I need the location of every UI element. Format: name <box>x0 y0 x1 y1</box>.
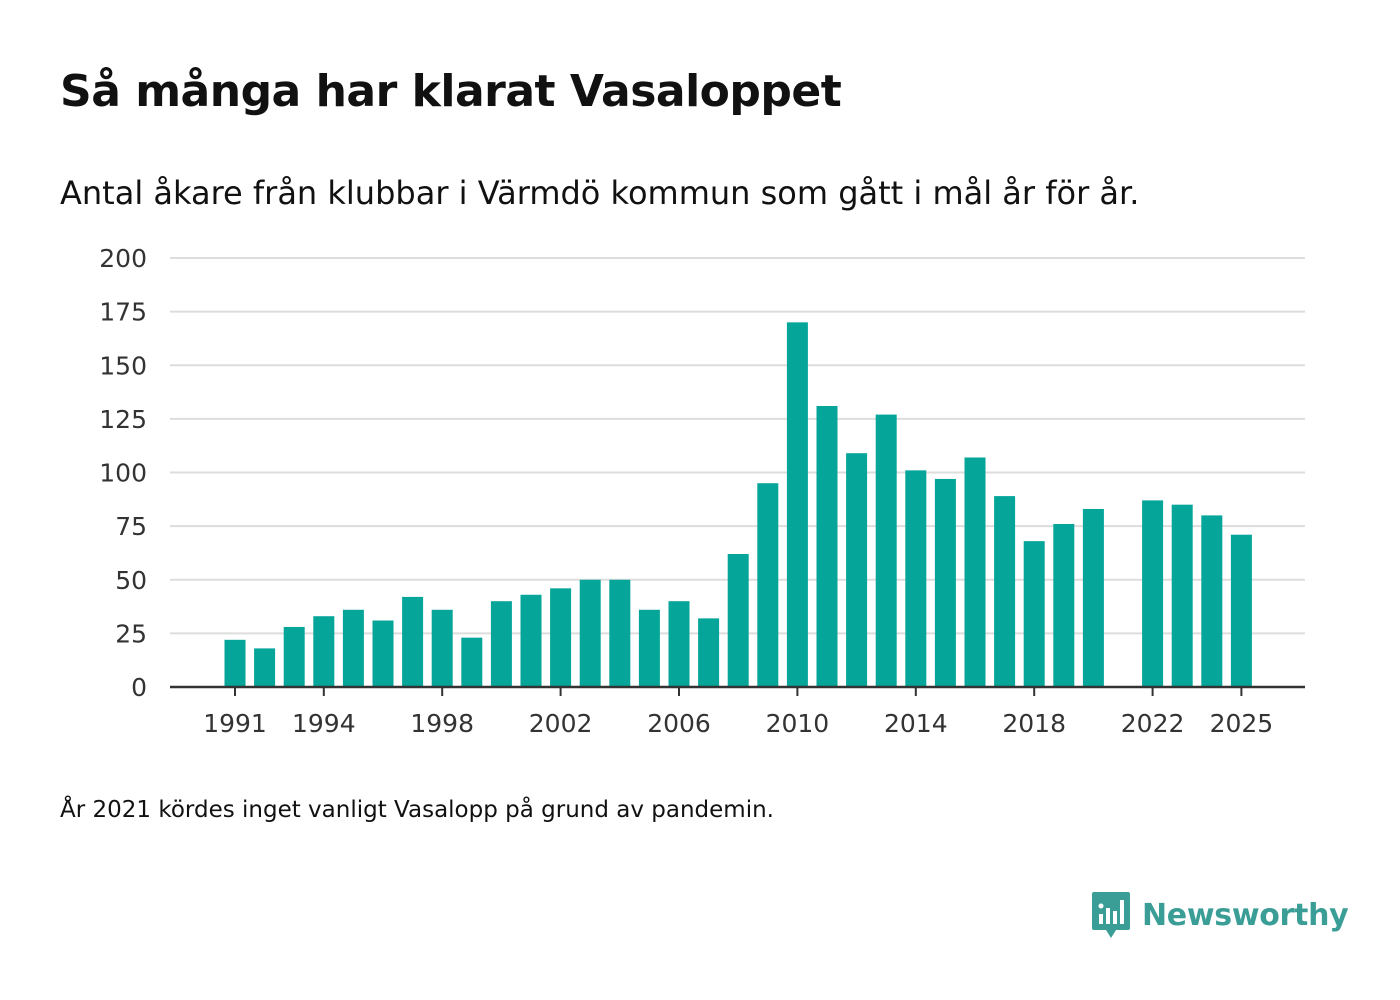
bar-2018 <box>1023 541 1045 687</box>
bar-2007 <box>698 618 720 687</box>
bar-2002 <box>550 588 572 687</box>
bars <box>224 322 1252 687</box>
bar-2006 <box>668 601 690 687</box>
bar-2016 <box>964 457 986 687</box>
bar-2011 <box>816 406 838 687</box>
footnote: År 2021 kördes inget vanligt Vasalopp på… <box>60 797 774 823</box>
bar-2012 <box>846 453 868 687</box>
bar-2004 <box>609 579 631 687</box>
brand-name: Newsworthy <box>1142 897 1349 933</box>
bar-2019 <box>1053 523 1075 687</box>
bar-2009 <box>757 483 779 687</box>
y-tick-label: 25 <box>115 619 147 648</box>
bar-1995 <box>342 609 364 687</box>
bar-1996 <box>372 620 394 687</box>
chart-subtitle: Antal åkare från klubbar i Värmdö kommun… <box>60 174 1140 212</box>
bar-2025 <box>1230 534 1252 687</box>
bar-2013 <box>875 414 897 687</box>
bar-2010 <box>786 322 808 687</box>
brand-logo: Newsworthy <box>1090 890 1349 940</box>
x-tick-label: 2006 <box>647 709 711 738</box>
bar-2014 <box>905 470 927 687</box>
x-tick-label: 1991 <box>203 709 267 738</box>
y-tick-label: 175 <box>99 298 147 327</box>
bar-1994 <box>313 616 335 687</box>
bar-2001 <box>520 594 542 687</box>
x-tick-label: 2010 <box>766 709 830 738</box>
bar-1991 <box>224 639 246 687</box>
x-tick-label: 1994 <box>292 709 356 738</box>
bar-2008 <box>727 554 749 687</box>
bar-2000 <box>490 601 512 687</box>
bar-2024 <box>1201 515 1223 687</box>
bar-2015 <box>934 478 956 687</box>
bar-1992 <box>254 648 276 687</box>
bar-1993 <box>283 626 305 687</box>
y-tick-label: 75 <box>115 512 147 541</box>
bar-1999 <box>461 637 483 687</box>
bar-2022 <box>1142 500 1164 687</box>
bar-1997 <box>402 596 424 687</box>
bar-2020 <box>1082 508 1104 687</box>
newsworthy-logo-icon <box>1092 892 1130 938</box>
x-tick-label: 2022 <box>1121 709 1185 738</box>
axes: 0 25 50 75 100 125 150 175 200 1991 1994 1998 2002 20… <box>99 244 1305 738</box>
x-tick-label: 2018 <box>1002 709 1066 738</box>
x-tick-label: 2002 <box>529 709 593 738</box>
bar-2023 <box>1171 504 1193 687</box>
bar-2017 <box>994 496 1016 687</box>
chart-title: Så många har klarat Vasaloppet <box>60 66 842 117</box>
y-tick-label: 100 <box>99 459 147 488</box>
y-tick-label: 150 <box>99 351 147 380</box>
y-tick-label: 125 <box>99 405 147 434</box>
y-tick-label: 200 <box>99 244 147 273</box>
x-tick-label: 2025 <box>1210 709 1274 738</box>
bar-2005 <box>638 609 660 687</box>
grid-lines <box>170 257 1305 635</box>
x-tick-label: 2014 <box>884 709 948 738</box>
y-tick-label: 0 <box>131 673 147 702</box>
x-tick-label: 1998 <box>410 709 474 738</box>
y-tick-label: 50 <box>115 566 147 595</box>
bar-1998 <box>431 609 453 687</box>
bar-2003 <box>579 579 601 687</box>
